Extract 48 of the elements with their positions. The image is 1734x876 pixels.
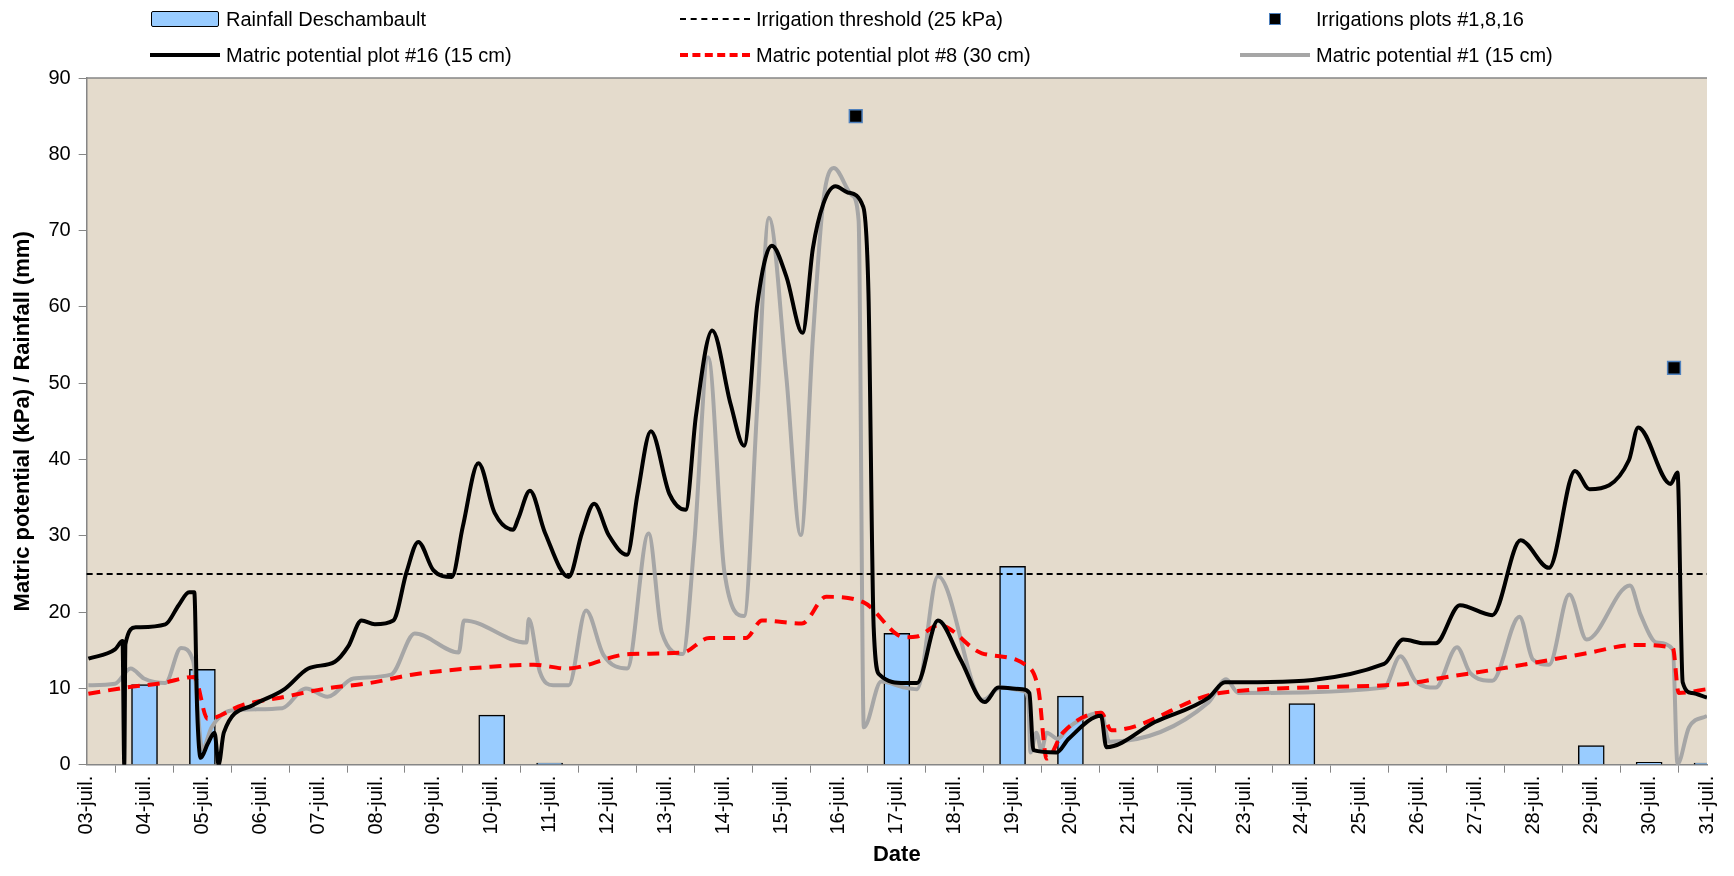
x-tick-label: 12-juil. bbox=[594, 775, 617, 835]
x-tick-label: 07-juil. bbox=[305, 775, 328, 835]
legend-label: Irrigation threshold (25 kPa) bbox=[756, 7, 1003, 31]
y-tick-label: 60 bbox=[48, 294, 71, 317]
x-tick-label: 23-juil. bbox=[1231, 775, 1254, 835]
y-tick-label: 90 bbox=[48, 65, 71, 88]
y-tick-label: 40 bbox=[48, 447, 71, 470]
x-tick-label: 30-juil. bbox=[1636, 775, 1659, 835]
x-tick-label: 05-juil. bbox=[189, 775, 212, 835]
y-tick-label: 80 bbox=[48, 141, 71, 164]
x-tick-label: 09-juil. bbox=[421, 775, 444, 835]
y-tick-label: 20 bbox=[48, 599, 71, 622]
x-tick-label: 20-juil. bbox=[1057, 775, 1080, 835]
y-tick-label: 30 bbox=[48, 523, 71, 546]
x-tick-label: 06-juil. bbox=[247, 775, 270, 835]
y-tick-label: 50 bbox=[48, 370, 71, 393]
legend-label: Matric potential #1 (15 cm) bbox=[1316, 43, 1553, 67]
legend-label: Irrigations plots #1,8,16 bbox=[1316, 7, 1524, 31]
x-tick-label: 25-juil. bbox=[1347, 775, 1370, 835]
x-tick-label: 31-juil. bbox=[1694, 775, 1717, 835]
x-tick-label: 08-juil. bbox=[363, 775, 386, 835]
x-tick-label: 11-juil. bbox=[537, 775, 560, 834]
x-tick-label: 04-juil. bbox=[132, 775, 155, 835]
x-tick-label: 19-juil. bbox=[1000, 775, 1023, 835]
x-tick-label: 18-juil. bbox=[942, 775, 965, 835]
x-tick-label: 03-juil. bbox=[74, 775, 97, 835]
y-tick-label: 70 bbox=[48, 218, 71, 241]
x-tick-label: 14-juil. bbox=[710, 775, 733, 835]
x-tick-label: 15-juil. bbox=[768, 775, 791, 835]
line-series bbox=[86, 594, 1707, 761]
legend-label: Rainfall Deschambault bbox=[226, 7, 427, 31]
x-tick-label: 29-juil. bbox=[1578, 775, 1601, 835]
x-tick-label: 21-juil. bbox=[1115, 775, 1138, 835]
y-tick-label: 0 bbox=[59, 752, 71, 775]
x-tick-label: 27-juil. bbox=[1463, 775, 1486, 835]
x-tick-label: 22-juil. bbox=[1173, 775, 1196, 835]
x-tick-label: 13-juil. bbox=[652, 775, 675, 835]
y-axis-title: Matric potential (kPa) / Rainfall (mm) bbox=[9, 231, 35, 612]
legend-label: Matric potential plot #16 (15 cm) bbox=[226, 43, 512, 67]
x-axis-title: Date bbox=[872, 840, 921, 866]
y-tick-label: 10 bbox=[48, 675, 71, 698]
x-tick-label: 28-juil. bbox=[1520, 775, 1543, 835]
legend-label: Matric potential plot #8 (30 cm) bbox=[756, 43, 1031, 67]
x-tick-label: 26-juil. bbox=[1405, 775, 1428, 835]
x-tick-label: 10-juil. bbox=[479, 775, 502, 835]
x-tick-label: 16-juil. bbox=[826, 775, 849, 835]
x-tick-label: 24-juil. bbox=[1289, 775, 1312, 835]
x-tick-label: 17-juil. bbox=[884, 775, 907, 835]
